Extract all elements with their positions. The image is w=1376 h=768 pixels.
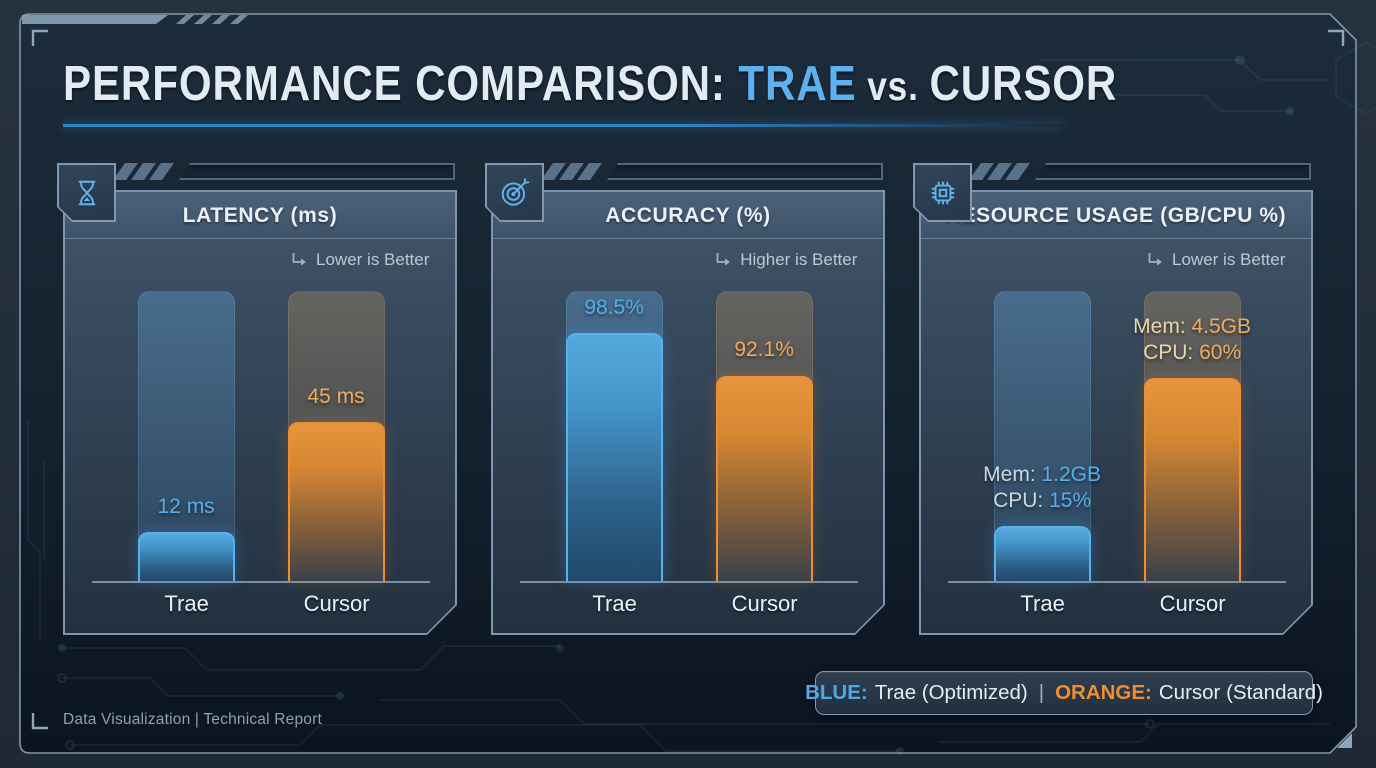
category-label-trae: Trae: [1020, 591, 1065, 617]
panel-title: RESOURCE USAGE (GB/CPU %): [921, 192, 1312, 239]
chart-baseline: [92, 581, 431, 583]
bar-column-cursor: Mem: 4.5GB CPU: 60%: [1144, 291, 1241, 581]
footer-caption: Data Visualization | Technical Report: [63, 711, 322, 728]
bar-blue-trae: [566, 333, 663, 581]
category-label-cursor: Cursor: [731, 591, 798, 617]
bar-value-label: 92.1%: [734, 338, 794, 362]
category-label-cursor: Cursor: [303, 591, 370, 617]
legend-orange-text: Cursor (Standard): [1158, 681, 1323, 704]
header: PERFORMANCE COMPARISON: TRAE vs. CURSOR: [63, 56, 1116, 127]
corner-arrow-icon: [291, 253, 308, 267]
bar-blue-trae: [138, 532, 235, 581]
bar-blue-trae: [994, 526, 1091, 581]
bar-orange-cursor: [288, 422, 385, 582]
corner-bracket-top-left: [31, 29, 48, 46]
hazard-bar: [113, 163, 455, 180]
title-vs: vs.: [856, 63, 930, 109]
panel-frame: ACCURACY (%) Higher is Better Trae Curso…: [491, 190, 885, 635]
bar-orange-cursor: [1144, 378, 1241, 581]
panel-icon-box: [913, 163, 972, 222]
corner-arrow-icon: [715, 253, 732, 267]
bar-chart: Trae Cursor 98.5% 92.1%: [520, 291, 859, 581]
legend-separator: |: [1038, 681, 1045, 704]
cpu-chip-icon: [927, 177, 959, 209]
panel-icon-box: [57, 163, 116, 222]
legend-blue-label: BLUE:: [805, 681, 868, 704]
panel-resource-usage: RESOURCE USAGE (GB/CPU %) Lower is Bette…: [919, 163, 1313, 635]
hazard-channel: [1035, 163, 1311, 180]
title-underline: [63, 124, 1063, 127]
panel-accuracy: ACCURACY (%) Higher is Better Trae Curso…: [491, 163, 885, 635]
bar-value-label: 98.5%: [584, 296, 644, 320]
bar-column-trae: Mem: 1.2GB CPU: 15%: [994, 291, 1091, 581]
legend-orange-label: ORANGE:: [1055, 681, 1152, 704]
direction-note: Lower is Better: [921, 250, 1312, 270]
panel-title: LATENCY (ms): [65, 192, 456, 239]
category-label-cursor: Cursor: [1159, 591, 1226, 617]
hazard-bar: [541, 163, 883, 180]
panel-frame: LATENCY (ms) Lower is Better Trae Cursor…: [63, 190, 457, 635]
legend-bar: BLUE: Trae (Optimized) | ORANGE: Cursor (S…: [805, 671, 1323, 715]
category-label-trae: Trae: [164, 591, 209, 617]
corner-bracket-bottom-left: [31, 713, 48, 730]
bar-column-cursor: 45 ms: [288, 291, 385, 581]
direction-note-text: Lower is Better: [316, 249, 430, 269]
hourglass-icon: [72, 178, 102, 208]
panel-icon-box: [485, 163, 544, 222]
category-label-trae: Trae: [592, 591, 637, 617]
corner-accent-triangle: [1337, 733, 1352, 748]
direction-note: Higher is Better: [493, 250, 884, 270]
panel-frame: RESOURCE USAGE (GB/CPU %) Lower is Bette…: [919, 190, 1313, 635]
bar-value-label: 12 ms: [157, 494, 215, 518]
panel-title: ACCURACY (%): [493, 192, 884, 239]
bar-value-label: Mem: 1.2GB CPU: 15%: [983, 462, 1102, 513]
bar-column-trae: 98.5%: [566, 291, 663, 581]
direction-note-text: Higher is Better: [740, 249, 858, 269]
chart-baseline: [520, 581, 859, 583]
hazard-channel: [179, 163, 455, 180]
page-title: PERFORMANCE COMPARISON: TRAE vs. CURSOR: [63, 56, 1116, 112]
bar-chart: Trae Cursor Mem: 1.2GB CPU: 15% Mem: 4.5GB…: [948, 291, 1287, 581]
bar-chart: Trae Cursor 12 ms 45 ms: [92, 291, 431, 581]
hazard-bar: [969, 163, 1311, 180]
corner-arrow-icon: [1147, 253, 1164, 267]
bar-column-trae: 12 ms: [138, 291, 235, 581]
target-icon: [499, 177, 531, 209]
hazard-channel: [607, 163, 883, 180]
bar-orange-cursor: [716, 376, 813, 582]
title-main: PERFORMANCE COMPARISON:: [63, 57, 739, 111]
top-tab: [22, 15, 168, 24]
title-highlight-trae: TRAE: [738, 57, 857, 111]
direction-note-text: Lower is Better: [1172, 249, 1286, 269]
title-cursor: CURSOR: [929, 57, 1118, 111]
chart-baseline: [948, 581, 1287, 583]
direction-note: Lower is Better: [65, 250, 456, 270]
panel-latency: LATENCY (ms) Lower is Better Trae Cursor…: [63, 163, 457, 635]
bar-value-label: Mem: 4.5GB CPU: 60%: [1133, 314, 1252, 365]
corner-bracket-top-right: [1328, 29, 1345, 46]
bar-column-cursor: 92.1%: [716, 291, 813, 581]
legend-blue-text: Trae (Optimized): [874, 681, 1028, 704]
bar-value-label: 45 ms: [307, 384, 365, 408]
